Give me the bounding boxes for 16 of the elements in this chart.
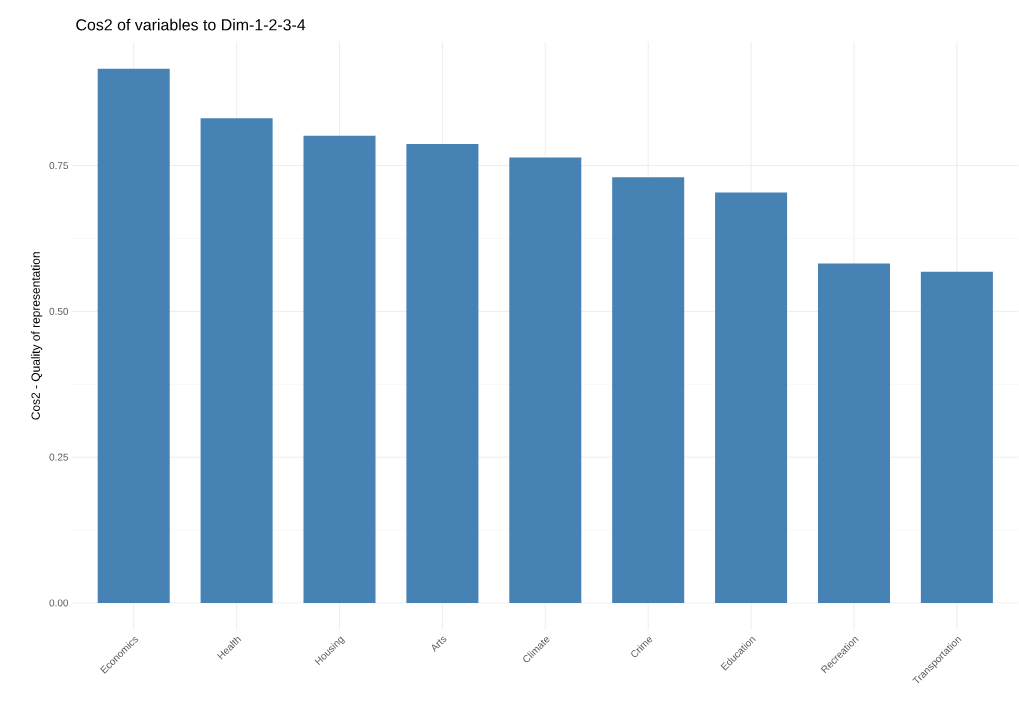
y-axis-title: Cos2 - Quality of representation xyxy=(31,252,43,420)
chart-title: Cos2 of variables to Dim-1-2-3-4 xyxy=(76,18,306,31)
bar xyxy=(97,68,170,604)
bar xyxy=(303,135,376,604)
bar xyxy=(715,192,788,604)
bar xyxy=(200,118,273,604)
x-tick-label: Arts xyxy=(431,636,447,653)
bar xyxy=(817,263,890,604)
y-tick-label: 0.00 xyxy=(49,599,69,607)
y-tick-label: 0.75 xyxy=(49,162,69,170)
y-tick-label: 0.50 xyxy=(49,307,69,316)
bar xyxy=(612,177,685,604)
bar xyxy=(406,144,479,604)
bar xyxy=(920,271,993,604)
bar xyxy=(509,157,582,604)
y-tick-label: 0.25 xyxy=(49,453,69,461)
